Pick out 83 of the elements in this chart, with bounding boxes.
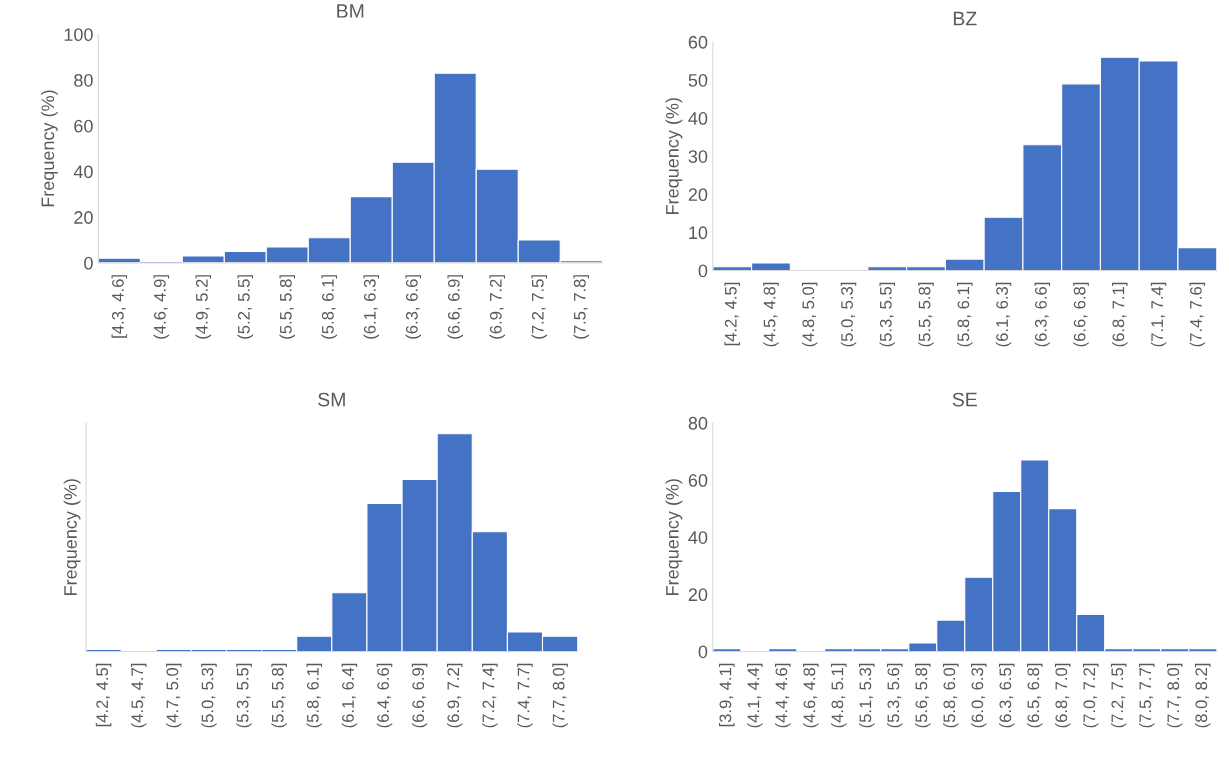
- x-tick-label: (5.5, 5.8]: [918, 282, 934, 347]
- x-tick-label: (6.1, 6.3]: [995, 282, 1012, 347]
- x-tick-label: (4.8, 5.0]: [801, 282, 818, 347]
- y-tick-label: 40: [688, 531, 708, 544]
- x-tick-label: (4.7, 5.0]: [166, 663, 182, 728]
- x-tick-label: (5.3, 5.5]: [879, 282, 896, 347]
- x-tick-label: (4.8, 5.1]: [831, 663, 847, 728]
- y-tick-label: 40: [688, 112, 708, 125]
- x-tick-label: (6.1, 6.3]: [363, 275, 380, 339]
- y-tick-label: 0: [84, 256, 93, 270]
- x-tick-label: (6.0, 6.3]: [970, 663, 987, 728]
- x-tick-label: (7.2, 7.5]: [1110, 663, 1127, 728]
- x-tick-label: (6.1, 6.4]: [341, 663, 358, 728]
- x-tick-label: (7.5, 7.8]: [573, 275, 589, 339]
- x-tick-label: (5.1, 5.3]: [859, 663, 875, 728]
- y-tick-label: 60: [74, 119, 93, 133]
- y-axis-title: Frequency (%): [665, 479, 683, 595]
- x-tick-label: (6.9, 7.2]: [489, 275, 505, 339]
- y-tick-label: 80: [688, 416, 708, 430]
- x-tick-label: (5.0, 5.3]: [840, 282, 857, 347]
- x-tick-label: (6.8, 7.1]: [1112, 282, 1128, 347]
- x-tick-label: (6.3, 6.5]: [998, 663, 1015, 728]
- x-tick-label: (5.3, 5.6]: [887, 663, 903, 728]
- y-tick-label: 0: [698, 645, 708, 659]
- y-tick-label: 30: [688, 150, 708, 163]
- y-axis-title: Frequency (%): [40, 90, 58, 207]
- y-tick-label: 40: [73, 165, 93, 179]
- x-tick-label: (4.6, 4.9]: [153, 275, 170, 339]
- x-tick-label: (5.8, 6.1]: [957, 282, 973, 347]
- x-tick-label: (5.0, 5.3]: [201, 663, 217, 728]
- chart-title: SE: [952, 392, 977, 407]
- y-tick-label: 10: [689, 226, 708, 240]
- x-tick-label: (6.6, 6.9]: [411, 663, 428, 728]
- x-tick-label: (4.9, 5.2]: [195, 275, 212, 339]
- x-tick-label: (5.2, 5.5]: [237, 275, 254, 339]
- x-tick-label: (5.8, 6.1]: [306, 663, 323, 728]
- x-tick-label: (4.6, 4.8]: [803, 663, 819, 728]
- x-tick-label: (5.6, 5.8]: [915, 663, 931, 728]
- chart-title: BZ: [953, 11, 977, 26]
- x-tick-label: (5.8, 6.1]: [321, 275, 338, 339]
- y-tick-label: 50: [688, 73, 708, 87]
- x-tick-label: (5.5, 5.8]: [271, 663, 287, 728]
- x-tick-label: (4.1, 4.4]: [747, 663, 763, 728]
- y-tick-label: 20: [74, 211, 93, 224]
- x-tick-label: (7.7, 8.0]: [552, 663, 568, 728]
- x-tick-label: [4.2, 4.5]: [95, 663, 112, 727]
- x-tick-label: [3.9, 4.1]: [719, 663, 735, 727]
- y-tick-label: 20: [688, 588, 708, 602]
- y-tick-label: 60: [688, 473, 708, 487]
- x-tick-label: (7.1, 7.4]: [1150, 282, 1167, 347]
- chart-title: SM: [318, 392, 345, 407]
- x-tick-label: (7.2, 7.4]: [482, 663, 498, 728]
- y-tick-label: 100: [64, 28, 93, 42]
- x-tick-label: (7.5, 7.7]: [1138, 663, 1155, 728]
- y-tick-label: 20: [688, 188, 708, 202]
- x-tick-label: [4.3, 4.6]: [111, 275, 128, 338]
- x-tick-label: (8.0, 8.2]: [1194, 663, 1211, 728]
- x-tick-label: (7.7, 8.0]: [1166, 663, 1183, 728]
- x-tick-label: [4.2, 4.5]: [724, 282, 740, 346]
- x-tick-label: (5.8, 6.0]: [943, 663, 959, 728]
- x-tick-label: (7.2, 7.5]: [531, 275, 547, 339]
- x-tick-label: (5.3, 5.5]: [236, 663, 252, 728]
- y-tick-label: 80: [74, 73, 93, 87]
- y-tick-label: 0: [698, 264, 708, 278]
- x-tick-label: (6.6, 6.8]: [1073, 282, 1089, 347]
- x-tick-label: (4.5, 4.7]: [130, 663, 147, 728]
- x-tick-label: (7.0, 7.2]: [1082, 663, 1099, 728]
- x-tick-label: (6.4, 6.6]: [376, 663, 393, 728]
- x-tick-label: (7.4, 7.7]: [517, 663, 533, 728]
- x-tick-label: (6.6, 6.9]: [447, 275, 464, 339]
- chart-title: BM: [337, 4, 364, 18]
- y-tick-label: 60: [688, 35, 708, 49]
- x-tick-label: (6.8, 7.0]: [1054, 663, 1071, 728]
- x-tick-label: (6.5, 6.8]: [1026, 663, 1043, 728]
- x-tick-label: (6.3, 6.6]: [405, 275, 422, 339]
- y-axis-title: Frequency (%): [665, 98, 683, 214]
- x-tick-label: (7.4, 7.6]: [1189, 282, 1206, 347]
- x-tick-label: (4.5, 4.8]: [763, 282, 779, 347]
- x-tick-label: (4.4, 4.6]: [775, 663, 791, 728]
- x-tick-label: (6.9, 7.2]: [446, 663, 463, 728]
- y-axis-title: Frequency (%): [63, 479, 81, 595]
- x-tick-label: (6.3, 6.6]: [1034, 282, 1051, 347]
- x-tick-label: (5.5, 5.8]: [279, 275, 296, 339]
